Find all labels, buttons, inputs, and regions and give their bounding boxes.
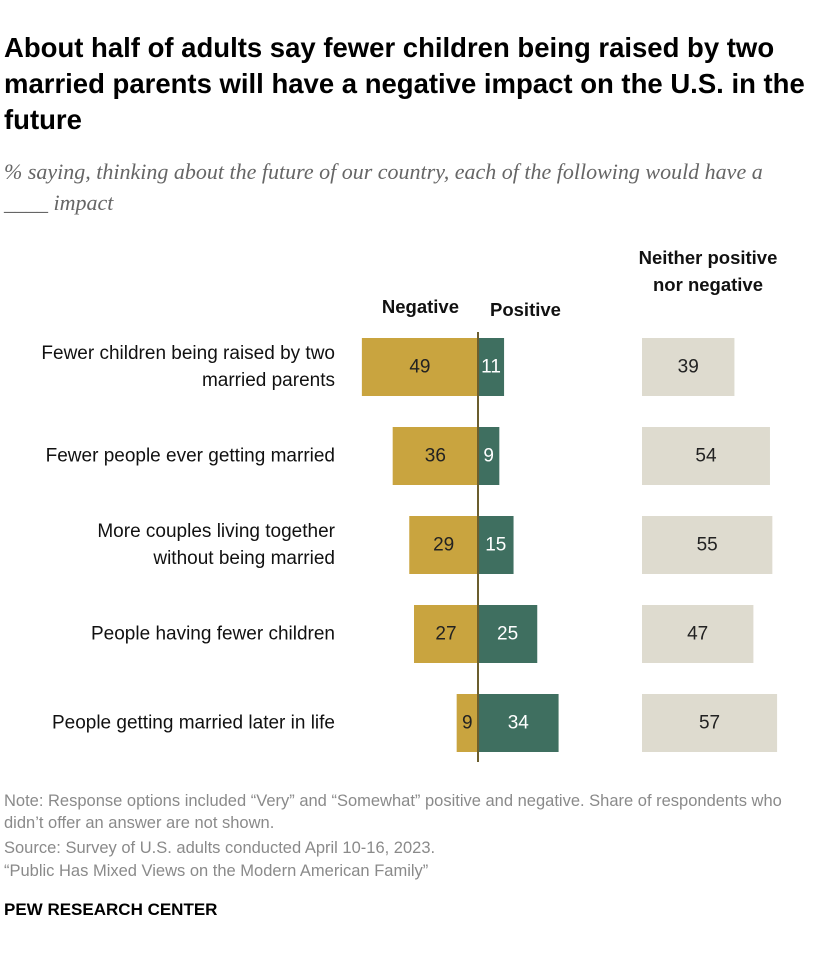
legend-label: Neither positive nor negative: [638, 247, 778, 295]
value-label: 9: [462, 713, 473, 734]
value-label: 27: [435, 624, 456, 645]
note: Note: Response options included “Very” a…: [4, 792, 782, 832]
bar-negative: [361, 338, 478, 396]
value-label: 9: [483, 446, 494, 467]
bar-negative: [409, 516, 478, 574]
bar-neither: [642, 427, 770, 485]
bar-positive: [478, 338, 505, 396]
bar-neither: [642, 338, 735, 396]
bar-positive: [478, 516, 514, 574]
bar-negative: [456, 694, 478, 752]
category-label: More couples living together without bei…: [97, 521, 335, 569]
value-label: 11: [481, 357, 501, 378]
category-label: Fewer people ever getting married: [45, 445, 335, 467]
bar-positive: [478, 427, 500, 485]
bar-negative: [414, 605, 478, 663]
category-label: People getting married later in life: [51, 712, 335, 734]
value-label: 54: [695, 446, 717, 467]
category-label: People having fewer children: [91, 623, 335, 645]
bar-neither: [642, 605, 754, 663]
bar-negative: [392, 427, 478, 485]
value-label: 34: [508, 713, 530, 734]
chart-title: About half of adults say fewer children …: [4, 32, 805, 135]
value-label: 15: [485, 535, 506, 556]
bar-neither: [642, 694, 778, 752]
value-label: 29: [433, 535, 454, 556]
bar-neither: [642, 516, 773, 574]
brand: PEW RESEARCH CENTER: [4, 900, 218, 919]
bar-positive: [478, 694, 559, 752]
value-label: 36: [425, 446, 446, 467]
value-label: 25: [497, 624, 518, 645]
bar-positive: [478, 605, 538, 663]
legend-label: Positive: [490, 299, 561, 320]
value-label: 47: [687, 624, 708, 645]
legend-label: Negative: [381, 296, 459, 317]
report-title: “Public Has Mixed Views on the Modern Am…: [4, 862, 429, 880]
source: Source: Survey of U.S. adults conducted …: [4, 839, 436, 857]
value-label: 49: [409, 357, 430, 378]
category-label: Fewer children being raised by two marri…: [41, 343, 335, 391]
value-label: 39: [678, 357, 699, 378]
value-label: 55: [697, 535, 718, 556]
chart-subtitle: % saying, thinking about the future of o…: [4, 159, 763, 215]
value-label: 57: [699, 713, 720, 734]
